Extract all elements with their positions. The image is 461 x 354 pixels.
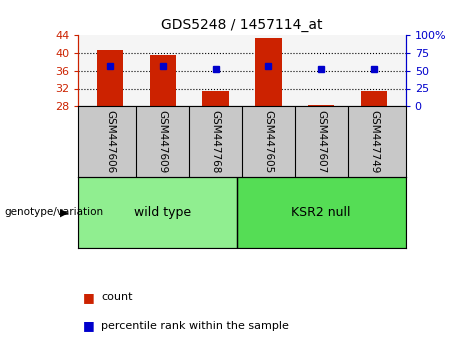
Title: GDS5248 / 1457114_at: GDS5248 / 1457114_at <box>161 18 323 32</box>
Text: GSM447609: GSM447609 <box>158 110 168 173</box>
Text: ■: ■ <box>83 319 95 332</box>
Bar <box>308 105 334 106</box>
Text: GSM447605: GSM447605 <box>263 110 273 173</box>
Bar <box>237 177 406 248</box>
Text: GSM447607: GSM447607 <box>316 110 326 173</box>
Bar <box>78 177 247 248</box>
Text: wild type: wild type <box>134 206 191 219</box>
Text: count: count <box>101 292 133 302</box>
Bar <box>97 50 123 106</box>
Text: percentile rank within the sample: percentile rank within the sample <box>101 321 290 331</box>
Bar <box>361 91 387 106</box>
Text: GSM447749: GSM447749 <box>369 110 379 173</box>
Bar <box>150 55 176 106</box>
Text: GSM447768: GSM447768 <box>211 110 221 173</box>
Bar <box>255 38 282 106</box>
Text: ▶: ▶ <box>60 207 69 217</box>
Text: ■: ■ <box>83 291 95 304</box>
Bar <box>202 91 229 106</box>
Text: GSM447606: GSM447606 <box>105 110 115 173</box>
Text: genotype/variation: genotype/variation <box>5 207 104 217</box>
Text: KSR2 null: KSR2 null <box>291 206 351 219</box>
